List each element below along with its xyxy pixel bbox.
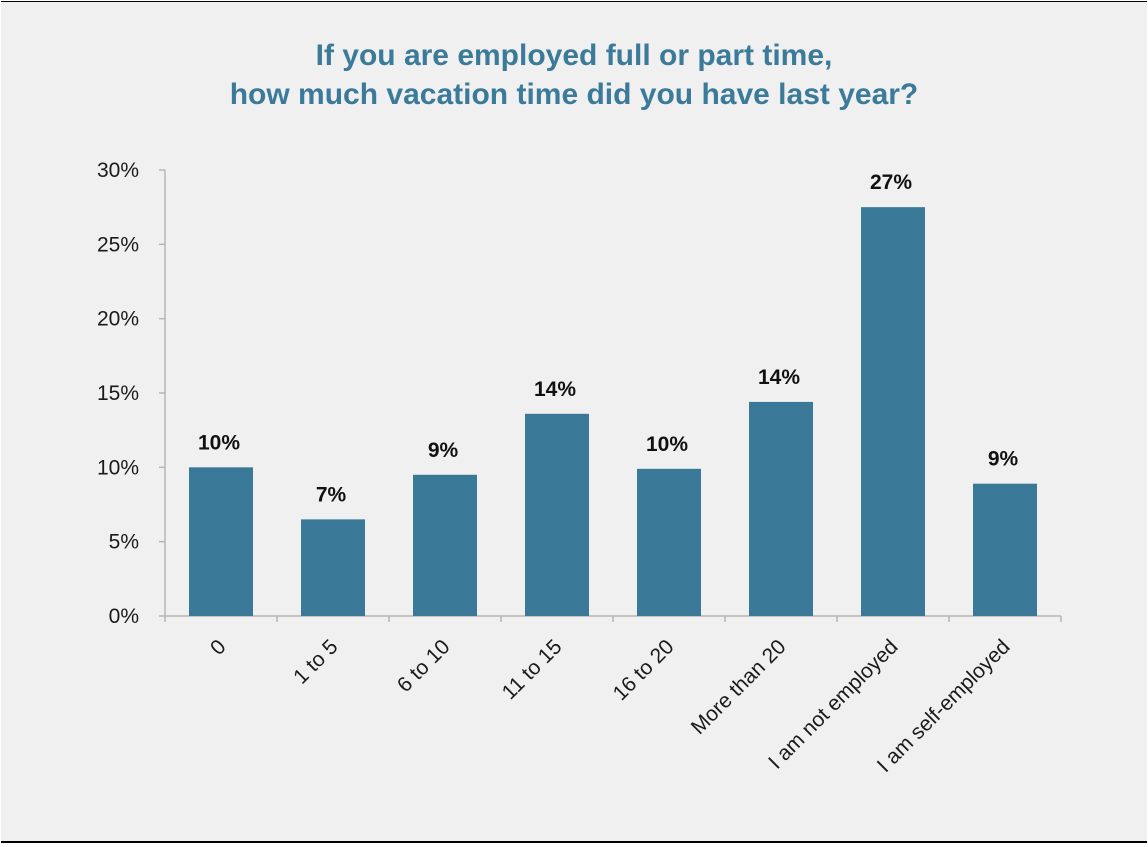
data-label: 27% <box>870 171 912 194</box>
category-label: More than 20 <box>687 635 791 739</box>
bar <box>637 468 701 616</box>
bar <box>861 207 925 616</box>
data-label: 9% <box>428 439 459 462</box>
category-label: 1 to 5 <box>289 635 342 688</box>
bar <box>973 483 1037 616</box>
chart-title: If you are employed full or part time, h… <box>1 36 1147 114</box>
bar <box>413 474 477 616</box>
bar <box>189 467 253 616</box>
y-tick-label: 30% <box>97 159 139 182</box>
data-label: 10% <box>198 431 240 454</box>
category-label: 6 to 10 <box>393 635 455 697</box>
bar <box>749 401 813 616</box>
bar <box>301 519 365 616</box>
category-label: 16 to 20 <box>609 635 679 705</box>
category-label: 0 <box>206 635 231 660</box>
y-tick-label: 10% <box>97 456 139 479</box>
bar <box>525 413 589 616</box>
data-label: 9% <box>988 448 1019 471</box>
y-tick-label: 5% <box>109 531 139 554</box>
y-tick-label: 0% <box>109 605 139 628</box>
y-tick-label: 20% <box>97 308 139 331</box>
category-label: 11 to 15 <box>498 635 567 704</box>
y-tick-label: 15% <box>97 382 139 405</box>
data-label: 7% <box>316 483 347 506</box>
y-tick-label: 25% <box>97 233 139 256</box>
chart-title-line-1: If you are employed full or part time, <box>315 39 833 72</box>
data-label: 10% <box>646 433 688 456</box>
data-label: 14% <box>534 378 576 401</box>
chart-title-line-2: how much vacation time did you have last… <box>229 78 919 111</box>
data-label: 14% <box>758 366 800 389</box>
